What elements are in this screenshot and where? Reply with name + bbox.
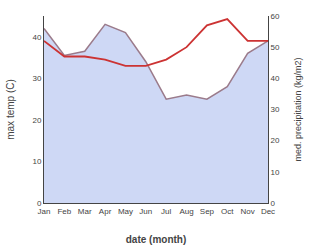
svg-text:Apr: Apr: [99, 207, 112, 216]
svg-text:Mar: Mar: [78, 207, 92, 216]
svg-text:30: 30: [32, 74, 41, 83]
svg-text:20: 20: [32, 116, 41, 125]
svg-text:date (month): date (month): [126, 234, 187, 245]
svg-text:30: 30: [271, 105, 280, 114]
svg-text:med. precipitation (kg/m2): med. precipitation (kg/m2): [293, 57, 303, 161]
svg-text:40: 40: [32, 33, 41, 42]
svg-text:Sep: Sep: [200, 207, 215, 216]
svg-text:10: 10: [271, 168, 280, 177]
svg-text:Jul: Jul: [161, 207, 171, 216]
svg-text:Dec: Dec: [261, 207, 275, 216]
svg-text:10: 10: [32, 157, 41, 166]
svg-text:20: 20: [271, 136, 280, 145]
svg-text:Aug: Aug: [179, 207, 193, 216]
svg-text:max temp (C): max temp (C): [5, 79, 16, 140]
svg-text:Jun: Jun: [139, 207, 152, 216]
svg-text:50: 50: [271, 43, 280, 52]
svg-text:May: May: [118, 207, 133, 216]
svg-text:Nov: Nov: [241, 207, 255, 216]
svg-text:0: 0: [271, 199, 276, 208]
svg-text:Oct: Oct: [221, 207, 234, 216]
svg-text:60: 60: [271, 12, 280, 21]
svg-text:Feb: Feb: [57, 207, 71, 216]
svg-text:Jan: Jan: [38, 207, 51, 216]
svg-text:40: 40: [271, 74, 280, 83]
svg-text:0: 0: [37, 199, 42, 208]
